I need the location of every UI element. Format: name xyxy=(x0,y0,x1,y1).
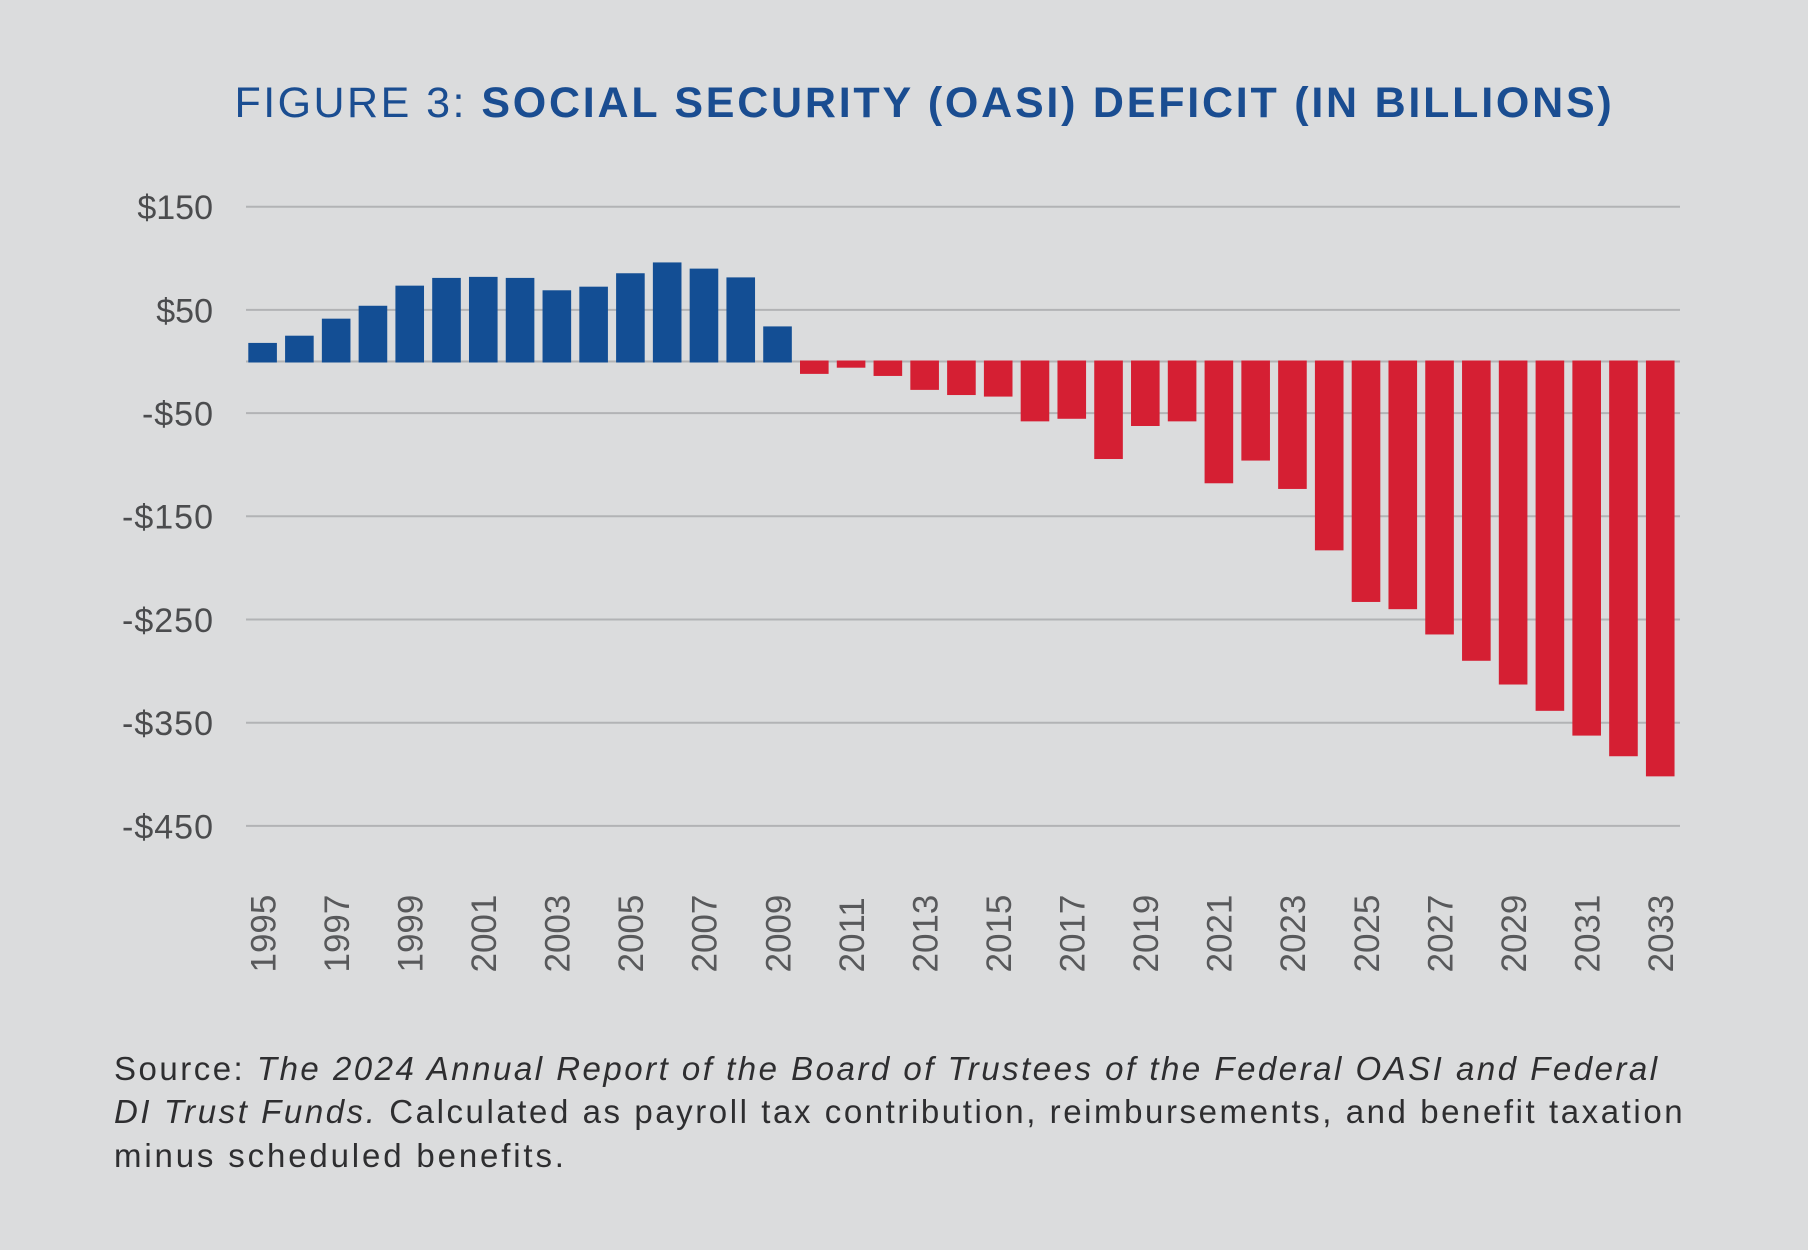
svg-text:2027: 2027 xyxy=(1421,895,1460,973)
svg-text:-$350: -$350 xyxy=(122,705,214,743)
svg-text:2013: 2013 xyxy=(906,895,945,973)
svg-text:2005: 2005 xyxy=(612,895,651,973)
svg-text:2011: 2011 xyxy=(833,897,872,972)
svg-text:2023: 2023 xyxy=(1274,895,1313,973)
svg-text:1999: 1999 xyxy=(391,895,430,973)
svg-text:2019: 2019 xyxy=(1127,895,1166,973)
svg-text:1995: 1995 xyxy=(244,895,283,973)
svg-text:2015: 2015 xyxy=(980,895,1019,973)
svg-text:2033: 2033 xyxy=(1642,895,1681,973)
svg-text:-$450: -$450 xyxy=(122,808,214,846)
svg-text:$50: $50 xyxy=(156,292,213,330)
svg-text:-$50: -$50 xyxy=(142,396,214,434)
svg-text:2003: 2003 xyxy=(539,895,578,973)
svg-text:2017: 2017 xyxy=(1054,895,1093,973)
svg-text:-$250: -$250 xyxy=(122,602,214,640)
svg-text:2007: 2007 xyxy=(686,895,725,973)
svg-text:2001: 2001 xyxy=(465,895,504,973)
svg-text:$150: $150 xyxy=(137,189,213,227)
svg-text:1997: 1997 xyxy=(318,895,357,973)
svg-text:2025: 2025 xyxy=(1348,895,1387,973)
svg-text:2031: 2031 xyxy=(1568,895,1607,973)
svg-text:-$150: -$150 xyxy=(122,499,214,537)
svg-text:2021: 2021 xyxy=(1201,895,1240,973)
svg-text:2009: 2009 xyxy=(759,895,798,973)
svg-text:2029: 2029 xyxy=(1495,895,1534,973)
